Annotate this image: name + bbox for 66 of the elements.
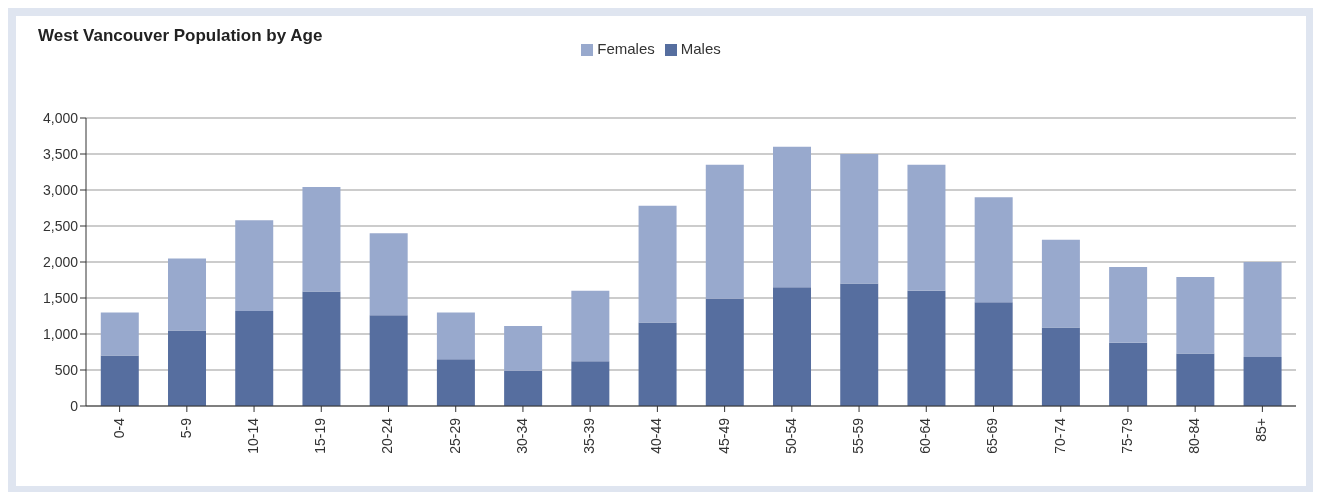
y-tick-label: 2,000 bbox=[42, 253, 79, 270]
bar bbox=[504, 326, 543, 371]
bar bbox=[100, 312, 139, 356]
x-tick-label: 60-64 bbox=[917, 417, 934, 454]
x-tick-label: 80-84 bbox=[1186, 417, 1203, 454]
bar bbox=[638, 322, 677, 406]
bar bbox=[705, 298, 744, 406]
x-tick-label: 55-59 bbox=[850, 417, 866, 454]
bar bbox=[436, 312, 475, 360]
bar bbox=[302, 291, 341, 406]
bar bbox=[436, 359, 475, 406]
bar bbox=[235, 220, 274, 311]
x-tick-label: 30-34 bbox=[513, 417, 530, 454]
bar bbox=[1041, 327, 1080, 406]
x-tick-label: 20-24 bbox=[379, 417, 396, 454]
x-tick-label: 35-39 bbox=[581, 417, 598, 454]
bar bbox=[1176, 277, 1215, 354]
bar bbox=[907, 164, 946, 291]
y-tick-label: 1,500 bbox=[42, 289, 79, 306]
y-tick-label: 0 bbox=[70, 397, 79, 414]
x-tick-label: 15-19 bbox=[312, 417, 329, 454]
x-tick-label: 50-54 bbox=[782, 417, 799, 454]
bar bbox=[840, 283, 879, 406]
x-tick-label: 5-9 bbox=[177, 417, 194, 439]
bar bbox=[1243, 357, 1282, 406]
bar bbox=[302, 187, 341, 292]
legend-label: Males bbox=[680, 40, 721, 57]
bar bbox=[504, 370, 543, 406]
bar bbox=[168, 258, 207, 331]
bar bbox=[1041, 239, 1080, 328]
bar bbox=[1109, 342, 1148, 406]
x-tick-label: 45-49 bbox=[715, 417, 732, 454]
bar bbox=[571, 290, 610, 362]
y-tick-label: 3,500 bbox=[42, 145, 79, 162]
bar bbox=[235, 310, 274, 406]
legend-label: Females bbox=[597, 40, 655, 57]
y-tick-label: 4,000 bbox=[42, 109, 79, 126]
bar bbox=[840, 154, 879, 284]
bar bbox=[1109, 267, 1148, 343]
y-tick-label: 3,000 bbox=[42, 181, 79, 198]
x-tick-label: 75-79 bbox=[1118, 417, 1135, 454]
chart-title: West Vancouver Population by Age bbox=[38, 26, 323, 46]
x-tick-label: 85+ bbox=[1253, 418, 1270, 442]
y-tick-label: 1,000 bbox=[42, 325, 79, 342]
y-tick-label: 500 bbox=[54, 361, 79, 378]
x-tick-label: 40-44 bbox=[648, 417, 665, 454]
x-tick-label: 70-74 bbox=[1051, 417, 1068, 454]
bar bbox=[974, 302, 1013, 406]
bar bbox=[168, 330, 207, 406]
bar bbox=[1176, 353, 1215, 406]
bar bbox=[369, 233, 408, 316]
x-tick-label: 65-69 bbox=[984, 417, 1001, 454]
bar bbox=[974, 197, 1013, 303]
bar bbox=[705, 164, 744, 299]
bar bbox=[100, 355, 139, 406]
x-tick-label: 0-4 bbox=[110, 417, 127, 439]
bar bbox=[638, 205, 677, 323]
bar bbox=[773, 287, 812, 406]
y-tick-label: 2,500 bbox=[42, 217, 79, 234]
bar bbox=[773, 146, 812, 288]
bar bbox=[369, 315, 408, 406]
x-tick-label: 25-29 bbox=[446, 417, 463, 454]
bar bbox=[1243, 262, 1282, 358]
bar bbox=[571, 361, 610, 406]
x-tick-label: 10-14 bbox=[245, 417, 261, 454]
bar bbox=[907, 290, 946, 406]
